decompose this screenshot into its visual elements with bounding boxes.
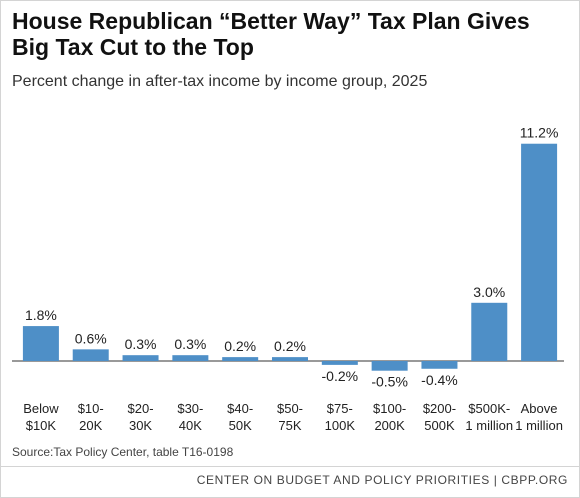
category-label: $20-30K — [128, 401, 154, 433]
footer-divider — [0, 466, 580, 467]
data-label: 0.2% — [274, 338, 306, 354]
category-label: Below $10K — [23, 401, 59, 433]
bar — [521, 143, 558, 361]
category-label: $40-50K — [227, 401, 253, 433]
data-label: 0.2% — [224, 338, 256, 354]
footer-credit: CENTER ON BUDGET AND POLICY PRIORITIES |… — [196, 473, 568, 487]
bar — [471, 302, 508, 361]
bar — [122, 355, 159, 361]
data-label: -0.5% — [371, 374, 408, 390]
data-label: 0.6% — [75, 330, 107, 346]
data-label: -0.4% — [421, 372, 458, 388]
bar — [172, 355, 209, 361]
category-label: $100-200K — [373, 401, 406, 433]
data-label: 3.0% — [473, 284, 505, 300]
data-label: 1.8% — [25, 307, 57, 323]
category-label: Above 1 million — [515, 401, 563, 433]
bar — [272, 357, 308, 361]
data-label: 11.2% — [520, 125, 559, 141]
bar — [321, 361, 358, 365]
category-label: $10-20K — [78, 401, 104, 433]
data-label: 0.3% — [125, 336, 157, 352]
bar — [22, 326, 59, 361]
chart-subtitle: Percent change in after-tax income by in… — [12, 73, 428, 90]
category-label: $75-100K — [325, 401, 356, 433]
category-label: $30-40K — [177, 401, 203, 433]
category-label: $50-75K — [277, 401, 303, 433]
chart-title: House Republican “Better Way” Tax Plan G… — [12, 8, 530, 60]
bar — [72, 349, 109, 361]
source-note: Source:Tax Policy Center, table T16-0198 — [12, 445, 234, 459]
category-label: $200-500K — [423, 401, 456, 433]
category-label: $500K-1 million — [465, 401, 513, 433]
data-label: -0.2% — [322, 368, 359, 384]
data-label: 0.3% — [174, 336, 206, 352]
bar — [371, 361, 408, 371]
bar — [421, 361, 458, 369]
bar — [222, 357, 259, 361]
